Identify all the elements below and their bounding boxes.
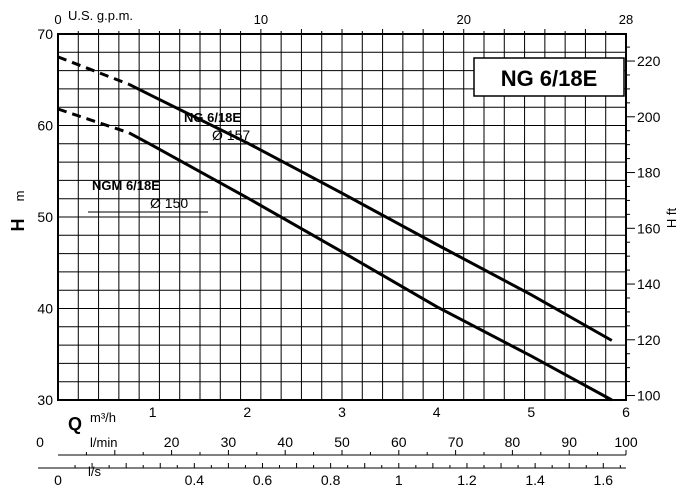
y-tick-label: 50 bbox=[37, 209, 53, 225]
ls-tick-label: 1.4 bbox=[525, 472, 545, 488]
y-tick-label: 30 bbox=[37, 392, 53, 408]
chart-title: NG 6/18E bbox=[501, 66, 598, 91]
series-diameter-ngm: Ø 150 bbox=[150, 195, 188, 211]
ls-tick-label: 1.6 bbox=[594, 472, 614, 488]
x-tick-label-m3h: 2 bbox=[243, 404, 251, 420]
lmin-tick-label: 50 bbox=[334, 434, 350, 450]
ls-tick-label: 1.2 bbox=[457, 472, 477, 488]
x-tick-label-m3h: 4 bbox=[433, 404, 441, 420]
lmin-tick-label: 20 bbox=[164, 434, 180, 450]
title-box bbox=[473, 57, 625, 97]
top-tick-label: 10 bbox=[254, 12, 268, 27]
right-tick-label: 180 bbox=[637, 165, 661, 181]
ls-tick-label: 0.6 bbox=[253, 472, 273, 488]
ls-axis-label: l/s bbox=[88, 464, 102, 479]
right-tick-label: 220 bbox=[637, 53, 661, 69]
lmin-tick-label: 80 bbox=[505, 434, 521, 450]
right-tick-label: 200 bbox=[637, 109, 661, 125]
lmin-tick-label: 30 bbox=[221, 434, 237, 450]
y-axis-title: H m bbox=[8, 191, 28, 232]
ls-tick-label: 1 bbox=[395, 472, 403, 488]
y-tick-label: 70 bbox=[37, 26, 53, 42]
top-tick-label: 0 bbox=[54, 12, 61, 27]
x-tick-label-m3h: 6 bbox=[622, 404, 630, 420]
series-label-ngm: NGM 6/18E bbox=[92, 178, 160, 193]
x-tick-label-m3h: 5 bbox=[527, 404, 535, 420]
top-axis-label: U.S. g.p.m. bbox=[68, 8, 133, 23]
top-tick-label: 20 bbox=[456, 12, 470, 27]
lmin-tick-label: 90 bbox=[561, 434, 577, 450]
right-tick-label: 140 bbox=[637, 276, 661, 292]
series-label-ng: NG 6/18E bbox=[184, 110, 241, 125]
lmin-tick-label: 0 bbox=[36, 434, 44, 450]
ls-tick-label: 0.4 bbox=[185, 472, 205, 488]
ls-tick-label: 0.8 bbox=[321, 472, 341, 488]
lmin-tick-label: 100 bbox=[614, 434, 638, 450]
lmin-axis-label: l/min bbox=[90, 435, 117, 450]
y-axis-unit: m bbox=[12, 191, 27, 202]
right-axis-label: H ft bbox=[664, 208, 679, 229]
y-tick-label: 60 bbox=[37, 118, 53, 134]
y-tick-label: 40 bbox=[37, 301, 53, 317]
right-tick-label: 120 bbox=[637, 332, 661, 348]
series-curve-dashed-0 bbox=[57, 55, 130, 86]
series-diameter-ng: Ø 157 bbox=[212, 127, 250, 143]
lmin-tick-label: 60 bbox=[391, 434, 407, 450]
right-tick-label: 100 bbox=[637, 388, 661, 404]
x-tick-label-m3h: 1 bbox=[149, 404, 157, 420]
lmin-tick-label: 40 bbox=[277, 434, 293, 450]
ls-tick-label: 0 bbox=[54, 472, 62, 488]
right-tick-label: 160 bbox=[637, 220, 661, 236]
series-curve-0 bbox=[128, 82, 613, 342]
q-symbol: Q bbox=[68, 414, 82, 434]
series-curve-dashed-1 bbox=[57, 107, 130, 135]
series-curve-1 bbox=[128, 131, 613, 402]
chart-grid bbox=[58, 34, 626, 400]
lmin-tick-label: 70 bbox=[448, 434, 464, 450]
x-tick-label-m3h: 3 bbox=[338, 404, 346, 420]
top-tick-label: 28 bbox=[619, 12, 633, 27]
m3h-unit-label: m³/h bbox=[90, 410, 116, 425]
series-layer bbox=[57, 55, 613, 402]
y-axis-symbol: H bbox=[8, 219, 28, 232]
